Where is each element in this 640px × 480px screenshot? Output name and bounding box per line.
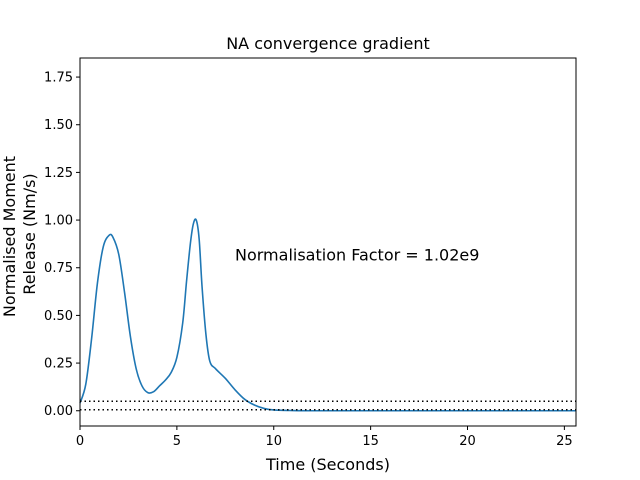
y-tick-label: 0.00 (44, 404, 73, 419)
y-tick-label: 0.75 (44, 261, 73, 276)
x-axis: 0 5 10 15 20 25 (76, 426, 573, 449)
series-line-moment-release (79, 218, 576, 412)
x-tick-label: 10 (265, 434, 282, 449)
y-tick-label: 1.75 (44, 71, 73, 86)
y-axis: 0.00 0.25 0.50 0.75 1.00 1.25 1.50 1.75 (44, 71, 80, 419)
series-layer (79, 218, 576, 412)
y-tick-label: 1.25 (44, 166, 73, 181)
x-tick-label: 5 (173, 434, 181, 449)
chart-title: NA convergence gradient (226, 34, 430, 53)
y-axis-label-line-2: Release (Nm/s) (20, 173, 39, 294)
y-tick-label: 0.25 (44, 357, 73, 372)
x-tick-label: 15 (362, 434, 379, 449)
x-tick-label: 20 (459, 434, 476, 449)
x-tick-label: 0 (76, 434, 84, 449)
y-tick-label: 0.50 (44, 309, 73, 324)
y-axis-label-line-1: Normalised Moment (0, 156, 19, 317)
x-tick-label: 25 (556, 434, 573, 449)
plot-frame (79, 57, 577, 427)
y-tick-label: 1.00 (44, 214, 73, 229)
y-tick-label: 1.50 (44, 118, 73, 133)
x-axis-label: Time (Seconds) (265, 455, 390, 474)
normalisation-annotation: Normalisation Factor = 1.02e9 (235, 245, 479, 264)
y-axis-label: Normalised Moment Release (Nm/s) (0, 151, 39, 317)
